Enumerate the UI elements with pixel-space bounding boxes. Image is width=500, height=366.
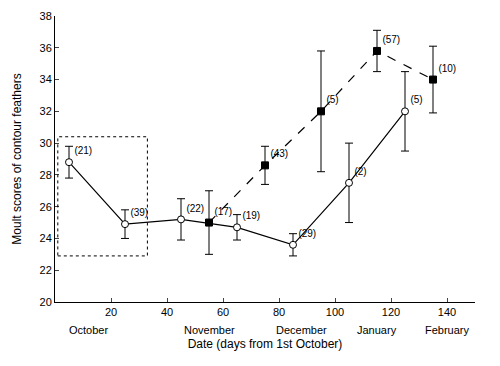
svg-text:100: 100	[326, 306, 344, 318]
svg-text:120: 120	[382, 306, 400, 318]
svg-text:34: 34	[40, 73, 52, 85]
svg-text:(5): (5)	[410, 94, 422, 105]
svg-text:(2): (2)	[354, 166, 366, 177]
svg-text:(43): (43)	[270, 148, 288, 159]
svg-text:32: 32	[40, 105, 52, 117]
svg-text:(10): (10)	[438, 63, 456, 74]
svg-text:(17): (17)	[214, 206, 232, 217]
svg-text:20: 20	[105, 306, 117, 318]
svg-text:28: 28	[40, 169, 52, 181]
svg-text:(22): (22)	[186, 203, 204, 214]
svg-text:40: 40	[161, 306, 173, 318]
svg-text:26: 26	[40, 201, 52, 213]
svg-text:60: 60	[217, 306, 229, 318]
svg-text:January: January	[357, 324, 397, 336]
svg-text:22: 22	[40, 264, 52, 276]
svg-text:Date (days from 1st October): Date (days from 1st October)	[188, 337, 343, 351]
svg-text:(19): (19)	[242, 210, 260, 221]
svg-text:20: 20	[40, 296, 52, 308]
svg-text:80: 80	[273, 306, 285, 318]
svg-text:(39): (39)	[130, 207, 148, 218]
svg-text:30: 30	[40, 137, 52, 149]
svg-text:38: 38	[40, 10, 52, 22]
svg-text:Moult scores of contour feathe: Moult scores of contour feathers	[10, 73, 24, 244]
svg-text:(57): (57)	[382, 34, 400, 45]
svg-text:November: November	[184, 324, 235, 336]
svg-text:140: 140	[438, 306, 456, 318]
svg-text:October: October	[69, 324, 108, 336]
svg-text:(5): (5)	[326, 94, 338, 105]
svg-text:February: February	[425, 324, 470, 336]
svg-text:24: 24	[40, 232, 52, 244]
svg-text:36: 36	[40, 42, 52, 54]
svg-text:December: December	[276, 324, 327, 336]
svg-text:(21): (21)	[74, 145, 92, 156]
svg-text:(29): (29)	[298, 228, 316, 239]
